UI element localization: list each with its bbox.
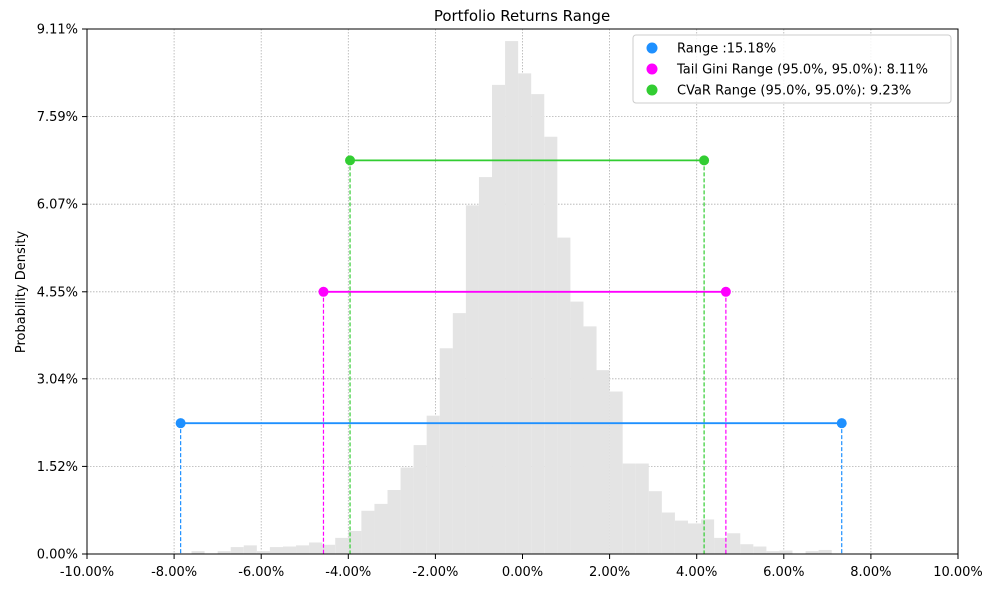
histogram-bar xyxy=(727,533,741,554)
chart-title: Portfolio Returns Range xyxy=(434,7,610,25)
histogram-bar xyxy=(544,136,558,555)
y-axis-label: Probability Density xyxy=(14,231,29,354)
x-tick-label: 6.00% xyxy=(763,565,804,580)
x-tick-label: -8.00% xyxy=(151,565,197,580)
histogram-bar xyxy=(596,370,610,554)
y-tick-label: 3.04% xyxy=(37,372,78,387)
histogram-bar xyxy=(674,520,688,554)
legend-label: CVaR Range (95.0%, 95.0%): 9.23% xyxy=(677,84,911,99)
histogram-bar xyxy=(387,490,401,554)
histogram-bar xyxy=(531,94,545,555)
histogram-bar xyxy=(609,391,623,554)
histogram-bar xyxy=(400,467,414,554)
histogram-bar xyxy=(635,463,649,554)
range-point-left xyxy=(175,418,186,429)
histogram-bar xyxy=(687,523,702,554)
histogram-bar xyxy=(322,544,336,554)
range-point-left xyxy=(318,286,329,297)
histogram-bar xyxy=(753,546,767,554)
histogram-bar xyxy=(714,537,728,554)
histogram-bar xyxy=(256,551,270,554)
range-point-right xyxy=(720,286,731,297)
range-series-1 xyxy=(175,418,847,554)
y-tick-label: 0.00% xyxy=(37,548,78,563)
x-tick-label: 4.00% xyxy=(676,565,717,580)
histogram-bar xyxy=(505,41,519,554)
histogram-bar xyxy=(348,530,362,554)
histogram-bar xyxy=(309,542,323,554)
x-tick-label: 2.00% xyxy=(589,565,630,580)
legend-marker xyxy=(646,63,658,75)
range-series xyxy=(175,155,847,554)
x-tick-label: -10.00% xyxy=(60,565,114,580)
range-series-2 xyxy=(318,286,731,554)
legend: Range :15.18% Tail Gini Range (95.0%, 95.… xyxy=(632,34,952,104)
x-tick-label: -6.00% xyxy=(238,565,284,580)
histogram-bar xyxy=(518,73,532,554)
histogram-bar xyxy=(478,177,493,554)
histogram-bar xyxy=(361,510,375,554)
histogram-bar xyxy=(439,348,453,554)
range-point-left xyxy=(345,155,356,166)
histogram-bar xyxy=(452,313,466,554)
histogram-bar xyxy=(374,503,388,554)
histogram-bar xyxy=(296,545,310,554)
histogram-bar xyxy=(413,445,427,554)
histogram-bar xyxy=(492,84,506,554)
histogram-bar xyxy=(818,549,832,554)
histogram-bar xyxy=(570,301,584,554)
histogram-bar xyxy=(622,463,636,554)
y-tick-label: 4.55% xyxy=(37,285,78,300)
histogram-bar xyxy=(740,544,754,554)
histogram-bar xyxy=(465,205,479,555)
histogram-bar xyxy=(648,491,662,554)
histogram-bar xyxy=(701,519,715,554)
y-tick-label: 6.07% xyxy=(37,198,78,213)
axis-ticks: -10.00% -8.00% -6.00% -4.00% -2.00% 0.00% 2.00… xyxy=(37,23,983,581)
y-tick-label: 9.11% xyxy=(37,23,78,38)
x-tick-label: 0.00% xyxy=(502,565,543,580)
histogram-bar xyxy=(805,551,819,554)
legend-label: Tail Gini Range (95.0%, 95.0%): 8.11% xyxy=(676,63,928,78)
histogram-bar xyxy=(661,512,675,554)
legend-marker xyxy=(646,42,658,54)
histogram-bar xyxy=(230,547,244,554)
histogram-bar xyxy=(217,551,231,554)
range-point-right xyxy=(836,418,847,429)
x-tick-label: -4.00% xyxy=(325,565,371,580)
histogram-bar xyxy=(779,550,793,554)
legend-marker xyxy=(646,84,658,96)
histogram-bar xyxy=(335,537,349,554)
range-series-3 xyxy=(345,155,710,554)
legend-label: Range :15.18% xyxy=(677,42,776,57)
y-tick-label: 1.52% xyxy=(37,460,78,475)
histogram-bar xyxy=(282,546,297,554)
histogram-bar xyxy=(766,551,780,554)
histogram-bar xyxy=(243,545,257,554)
histogram-bar xyxy=(583,326,597,554)
histogram-bars xyxy=(191,41,832,555)
legend-box xyxy=(632,34,952,104)
x-tick-label: 8.00% xyxy=(850,565,891,580)
histogram-bar xyxy=(557,237,571,555)
histogram-bar xyxy=(426,415,440,554)
histogram-bar xyxy=(269,547,283,554)
x-tick-label: 10.00% xyxy=(933,565,983,580)
x-tick-label: -2.00% xyxy=(412,565,458,580)
range-point-right xyxy=(699,155,710,166)
histogram-bar xyxy=(191,551,205,554)
y-tick-label: 7.59% xyxy=(37,110,78,125)
